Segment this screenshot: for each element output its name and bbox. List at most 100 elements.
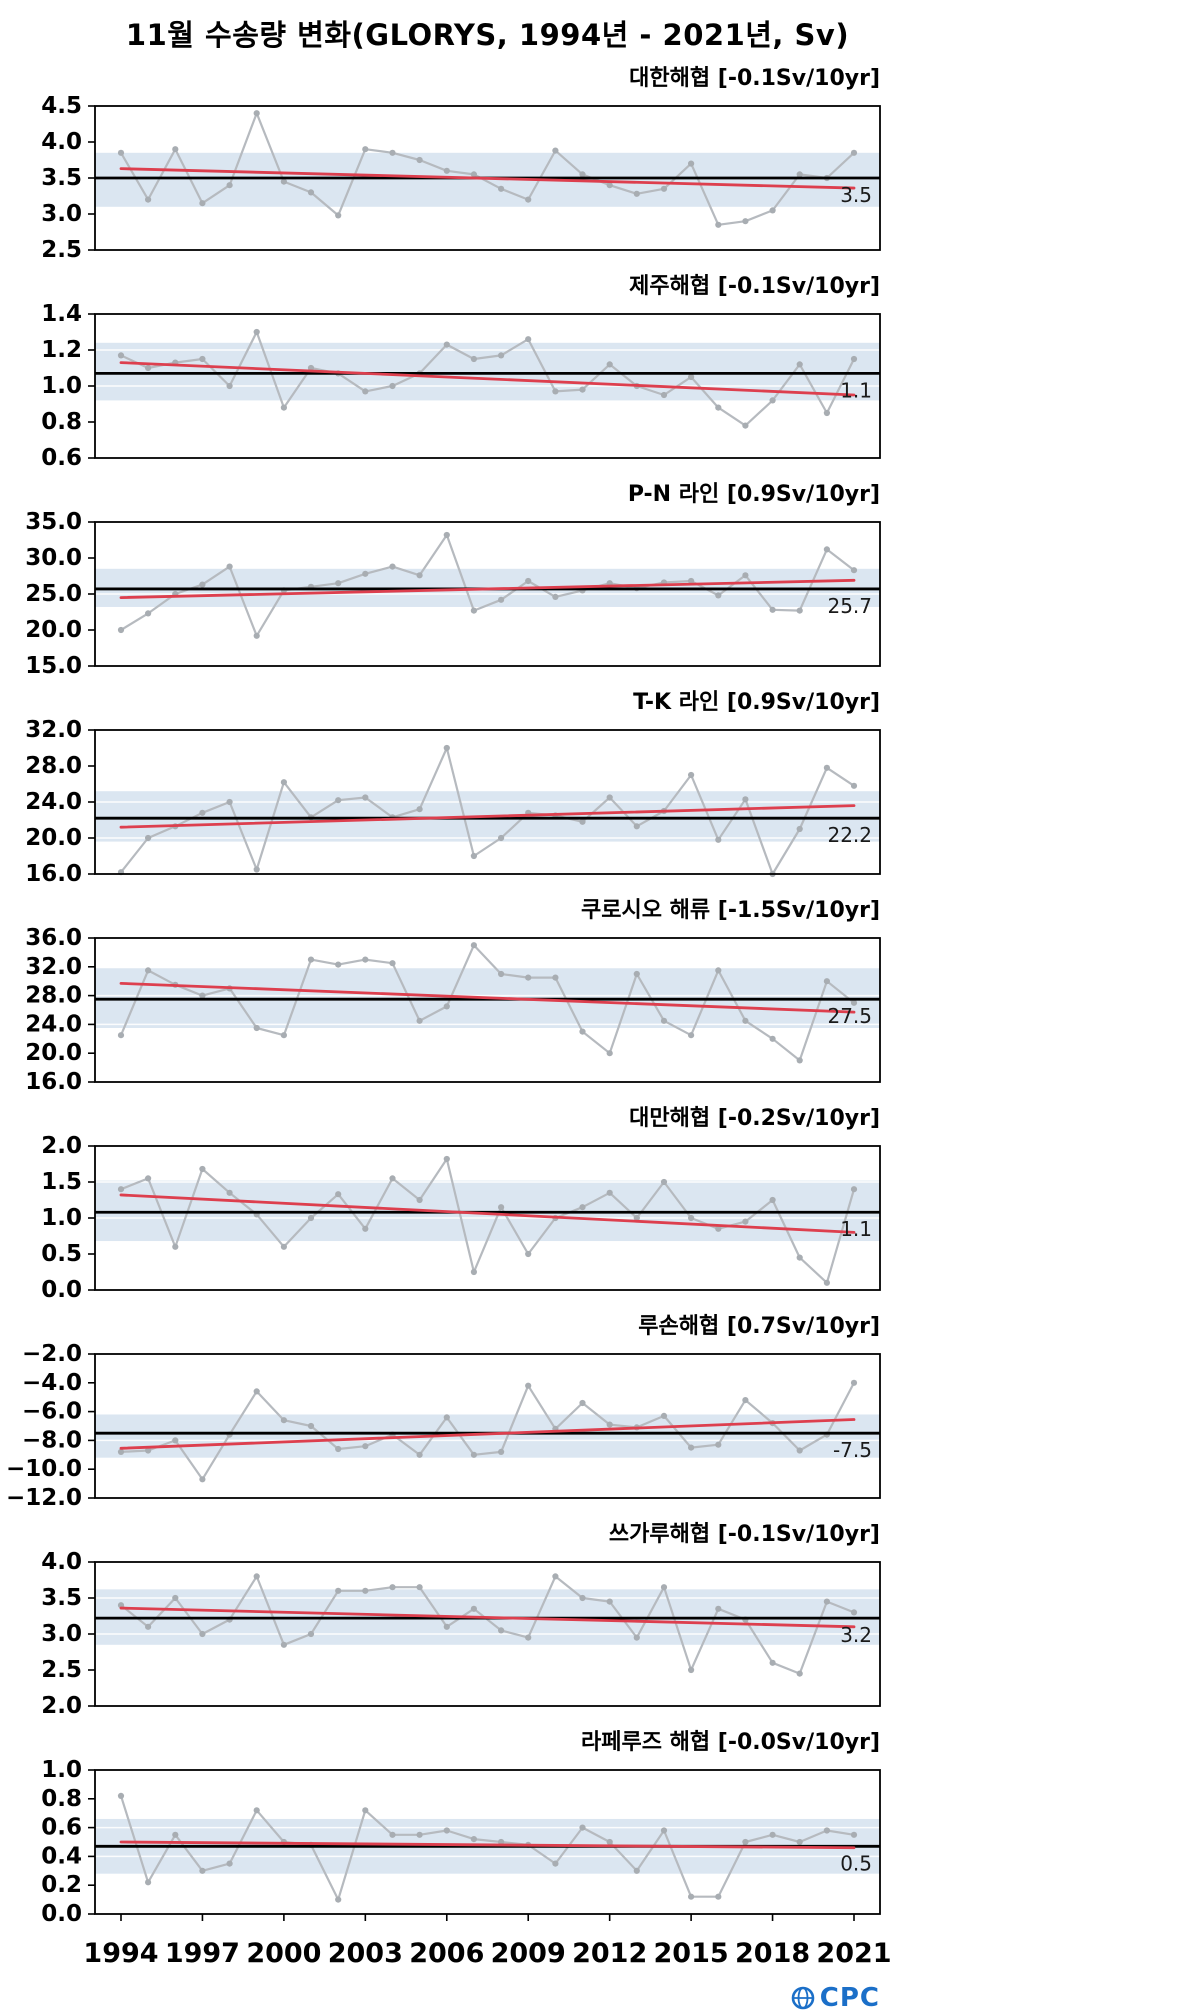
data-point (498, 1448, 505, 1455)
data-point (199, 992, 206, 999)
plot-border (94, 521, 881, 667)
chart-panel-2: 제주해협 [-0.1Sv/10yr] 1.1 0.6 0.8 1.0 1.2 1.4 (0, 272, 900, 471)
data-point (633, 823, 640, 830)
data-point (145, 1447, 152, 1454)
data-point (850, 567, 858, 574)
mean-value-label: 3.5 (840, 183, 872, 207)
y-tick-label: 2.5 (41, 237, 82, 263)
y-tick-label: 0.8 (41, 1786, 82, 1812)
data-point (769, 397, 776, 404)
data-point (253, 1388, 260, 1395)
data-point (633, 970, 640, 978)
y-tick-label: 30.0 (25, 545, 82, 571)
chart-panel-6: 대만해협 [-0.2Sv/10yr] 1.1 0.0 0.5 1.0 1.5 2.0 (0, 1104, 900, 1303)
plot-border (94, 105, 881, 251)
data-point (579, 1028, 586, 1035)
data-point (416, 1451, 423, 1458)
data-point (498, 1838, 505, 1846)
data-point (796, 361, 803, 368)
data-point (579, 1824, 586, 1831)
mean-value-label: -7.5 (833, 1438, 872, 1462)
data-point (307, 1630, 315, 1638)
data-point (742, 1397, 749, 1404)
y-tick-label: 15.0 (25, 653, 82, 679)
data-point (498, 834, 505, 842)
chart-panel-3: P-N 라인 [0.9Sv/10yr] 25.7 15.0 20.0 25.0 30.0 3… (0, 480, 900, 679)
data-point (362, 956, 369, 963)
chart-panel-9: 라페루즈 해협 [-0.0Sv/10yr] 0.5 0.0 0.2 0.4 0.6 0.8 1… (0, 1728, 900, 1927)
data-point (742, 1017, 749, 1024)
data-point (769, 207, 776, 214)
chart-panel-1: 대한해협 [-0.1Sv/10yr] 3.5 2.5 3.0 3.5 4.0 4.5 (0, 64, 900, 263)
data-point (307, 1422, 315, 1430)
series-line (120, 1382, 855, 1481)
chart-panel-4: T-K 라인 [0.9Sv/10yr] 22.2 16.0 20.0 24.0 28.0 3… (0, 688, 900, 887)
data-point (362, 388, 369, 395)
data-point (796, 1838, 803, 1846)
data-point (850, 999, 858, 1006)
y-tick-label: 2.5 (41, 1657, 82, 1683)
plot-border (94, 1145, 881, 1291)
y-tick-label: 36.0 (25, 925, 82, 951)
data-point (606, 361, 613, 368)
series-line (120, 1575, 855, 1675)
y-tick-label: −2.0 (22, 1341, 82, 1367)
data-point (335, 961, 342, 968)
y-tick-label: 0.6 (41, 445, 82, 471)
data-point (606, 1421, 613, 1428)
data-point (470, 1836, 477, 1843)
data-point (443, 1003, 450, 1010)
data-point (660, 1178, 668, 1186)
data-point (525, 196, 532, 203)
x-tick-label: 2006 (409, 1938, 485, 1969)
data-point (117, 1186, 125, 1193)
mean-value-label: 1.1 (840, 378, 872, 402)
page-title: 11월 수송량 변화(GLORYS, 1994년 - 2021년, Sv) (125, 18, 850, 52)
data-point (850, 1609, 858, 1616)
data-point (199, 1630, 206, 1638)
mean-value-label: 22.2 (827, 823, 872, 847)
trend-line (119, 804, 856, 829)
y-tick-label: 28.0 (25, 753, 82, 779)
y-tick-label: −8.0 (22, 1427, 82, 1453)
panel-title: 대한해협 [-0.1Sv/10yr] (629, 66, 880, 91)
y-tick-label: 25.0 (25, 581, 82, 607)
data-point (307, 956, 315, 963)
data-point (579, 818, 586, 825)
data-point (362, 146, 369, 153)
data-point (389, 382, 396, 390)
data-point (362, 570, 369, 577)
data-point (633, 190, 640, 197)
data-point (850, 149, 858, 156)
y-tick-label: 16.0 (25, 861, 82, 887)
panel-title: 쿠로시오 해류 [-1.5Sv/10yr] (581, 898, 880, 923)
data-point (199, 1476, 206, 1483)
data-point (850, 1379, 858, 1386)
plot-area: 0.5 0.0 0.2 0.40.6 0.8 1.0 (41, 1757, 881, 1927)
data-point (335, 1896, 342, 1903)
data-point (796, 1670, 803, 1677)
y-tick-label: 24.0 (25, 1011, 82, 1037)
data-point (416, 156, 423, 164)
plot-area: 25.7 15.0 20.0 25.0 30.0 35.0 (25, 509, 881, 679)
data-point (226, 1860, 233, 1867)
y-tick-label: 3.0 (41, 201, 82, 227)
y-tick-label: 1.4 (41, 301, 82, 327)
data-point (579, 386, 586, 393)
data-point (606, 794, 613, 801)
y-tick-label: 35.0 (25, 509, 82, 535)
data-point (823, 409, 831, 417)
plot-area: 27.5 16.0 20.0 24.028.0 32.0 36.0 (25, 925, 881, 1095)
data-point (226, 1189, 233, 1196)
data-point (660, 1017, 668, 1024)
series-line (119, 944, 855, 1062)
data-point (796, 1447, 803, 1454)
data-point (335, 580, 342, 587)
y-tick-label: 3.5 (41, 165, 82, 191)
data-point (796, 607, 803, 614)
data-point (660, 391, 668, 399)
data-point (633, 1214, 640, 1222)
data-point (552, 974, 559, 981)
data-point (307, 1214, 315, 1222)
data-point (280, 1641, 287, 1648)
